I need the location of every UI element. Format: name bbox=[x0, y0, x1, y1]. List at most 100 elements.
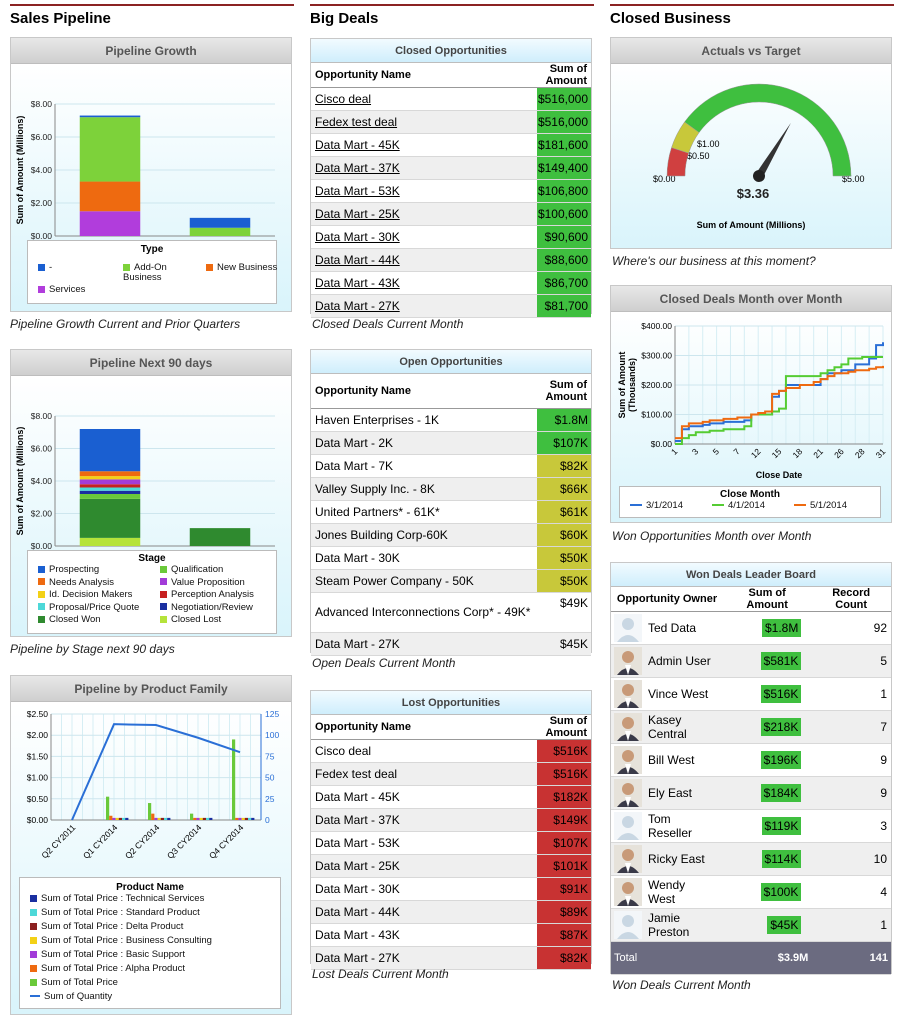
col-sum-amount[interactable]: Sum of Amount bbox=[537, 374, 591, 409]
table-row[interactable]: United Partners* - 61K* $61K bbox=[311, 500, 591, 524]
table-row[interactable]: Data Mart - 2K $107K bbox=[311, 431, 591, 455]
opportunity-name[interactable]: Cisco deal bbox=[311, 87, 537, 111]
pipeline-next90-chart[interactable]: $0.00 $2.00 $4.00 $6.00 $8.00 December 20.. Ma… bbox=[11, 378, 291, 550]
opportunity-name[interactable]: Data Mart - 27K bbox=[311, 632, 537, 656]
opportunity-name[interactable]: Valley Supply Inc. - 8K bbox=[311, 477, 537, 501]
opportunity-name[interactable]: Data Mart - 37K bbox=[311, 156, 537, 180]
owner-cell[interactable]: Ricky East bbox=[611, 842, 723, 876]
bar bbox=[248, 817, 252, 820]
actuals-gauge[interactable]: $0.00 $0.50 $1.00 $5.00 Sum of Amount (M… bbox=[611, 64, 891, 248]
leader-row[interactable]: Vince West $516K 1 bbox=[611, 677, 891, 711]
opportunity-name[interactable]: Fedex test deal bbox=[311, 762, 537, 786]
opportunity-name[interactable]: Data Mart - 27K bbox=[311, 946, 537, 970]
opportunity-name[interactable]: Data Mart - 43K bbox=[311, 923, 537, 947]
owner-cell[interactable]: Tom Reseller bbox=[611, 809, 723, 843]
opportunity-name[interactable]: Data Mart - 2K bbox=[311, 431, 537, 455]
col-sum-amount[interactable]: Sum of Amount bbox=[723, 587, 812, 612]
amount-value: $87K bbox=[537, 924, 591, 946]
table-row[interactable]: Data Mart - 45K $181,600 bbox=[311, 133, 591, 157]
table-row[interactable]: Advanced Interconnections Corp* - 49K* $4… bbox=[311, 592, 591, 633]
table-row[interactable]: Data Mart - 25K $100,600 bbox=[311, 202, 591, 226]
leader-row[interactable]: Ted Data $1.8M 92 bbox=[611, 611, 891, 645]
leader-row[interactable]: Jamie Preston $45K 1 bbox=[611, 908, 891, 942]
pipeline-product-chart[interactable]: $0.00 $0.50 $1.00 $1.50 $2.00 $2.50 0 25 50 75 100… bbox=[11, 706, 291, 874]
table-row[interactable]: Data Mart - 43K $86,700 bbox=[311, 271, 591, 295]
opportunity-amount: $149,400 bbox=[537, 156, 591, 180]
table-row[interactable]: Haven Enterprises - 1K $1.8M bbox=[311, 408, 591, 432]
table-row[interactable]: Data Mart - 44K $88,600 bbox=[311, 248, 591, 272]
bar bbox=[115, 817, 119, 820]
col-opportunity-name[interactable]: Opportunity Name bbox=[311, 374, 537, 409]
opportunity-name[interactable]: Haven Enterprises - 1K bbox=[311, 408, 537, 432]
table-row[interactable]: Cisco deal $516K bbox=[311, 739, 591, 763]
table-row[interactable]: Data Mart - 53K $107K bbox=[311, 831, 591, 855]
opportunity-name[interactable]: Data Mart - 43K bbox=[311, 271, 537, 295]
owner-cell[interactable]: Vince West bbox=[611, 677, 723, 711]
owner-cell[interactable]: Bill West bbox=[611, 743, 723, 777]
table-row[interactable]: Data Mart - 37K $149,400 bbox=[311, 156, 591, 180]
opportunity-name[interactable]: Data Mart - 30K bbox=[311, 546, 537, 570]
leader-row[interactable]: Ely East $184K 9 bbox=[611, 776, 891, 810]
owner-cell[interactable]: Admin User bbox=[611, 644, 723, 678]
table-row[interactable]: Cisco deal $516,000 bbox=[311, 87, 591, 111]
table-row[interactable]: Data Mart - 30K $90,600 bbox=[311, 225, 591, 249]
leader-row[interactable]: Admin User $581K 5 bbox=[611, 644, 891, 678]
col-opportunity-name[interactable]: Opportunity Name bbox=[311, 63, 537, 88]
table-row[interactable]: Data Mart - 53K $106,800 bbox=[311, 179, 591, 203]
gauge-axis-label: Sum of Amount (Millions) bbox=[697, 220, 806, 230]
opportunity-name[interactable]: Steam Power Company - 50K bbox=[311, 569, 537, 593]
leader-row[interactable]: Wendy West $100K 4 bbox=[611, 875, 891, 909]
opportunity-name[interactable]: Data Mart - 30K bbox=[311, 225, 537, 249]
owner-cell[interactable]: Kasey Central bbox=[611, 710, 723, 744]
leader-row[interactable]: Bill West $196K 9 bbox=[611, 743, 891, 777]
opportunity-name[interactable]: Data Mart - 53K bbox=[311, 179, 537, 203]
owner-cell[interactable]: Ely East bbox=[611, 776, 723, 810]
opportunity-name[interactable]: Data Mart - 27K bbox=[311, 294, 537, 318]
opportunity-name[interactable]: Fedex test deal bbox=[311, 110, 537, 134]
table-row[interactable]: Fedex test deal $516K bbox=[311, 762, 591, 786]
closed-mom-chart[interactable]: $0.00 $100.00 $200.00 $300.00 $400.00 1 3 5 7 12 1… bbox=[611, 316, 891, 486]
opportunity-name[interactable]: Data Mart - 44K bbox=[311, 248, 537, 272]
owner-cell[interactable]: Ted Data bbox=[611, 611, 723, 645]
table-row[interactable]: Data Mart - 44K $89K bbox=[311, 900, 591, 924]
leader-row[interactable]: Ricky East $114K 10 bbox=[611, 842, 891, 876]
opportunity-name[interactable]: Data Mart - 45K bbox=[311, 133, 537, 157]
table-row[interactable]: Data Mart - 45K $182K bbox=[311, 785, 591, 809]
table-row[interactable]: Steam Power Company - 50K $50K bbox=[311, 569, 591, 593]
table-row[interactable]: Data Mart - 43K $87K bbox=[311, 923, 591, 947]
opportunity-name[interactable]: Jones Building Corp-60K bbox=[311, 523, 537, 547]
opportunity-name[interactable]: Advanced Interconnections Corp* - 49K* bbox=[311, 592, 537, 633]
table-row[interactable]: Data Mart - 7K $82K bbox=[311, 454, 591, 478]
opportunity-name[interactable]: Data Mart - 44K bbox=[311, 900, 537, 924]
opportunity-name[interactable]: Data Mart - 45K bbox=[311, 785, 537, 809]
table-row[interactable]: Data Mart - 30K $50K bbox=[311, 546, 591, 570]
bar-segment bbox=[79, 490, 141, 494]
opportunity-name[interactable]: Data Mart - 53K bbox=[311, 831, 537, 855]
leader-row[interactable]: Tom Reseller $119K 3 bbox=[611, 809, 891, 843]
table-row[interactable]: Jones Building Corp-60K $60K bbox=[311, 523, 591, 547]
col-opportunity-name[interactable]: Opportunity Name bbox=[311, 715, 537, 740]
opportunity-name[interactable]: United Partners* - 61K* bbox=[311, 500, 537, 524]
table-row[interactable]: Fedex test deal $516,000 bbox=[311, 110, 591, 134]
table-row[interactable]: Data Mart - 27K $45K bbox=[311, 632, 591, 656]
table-row[interactable]: Valley Supply Inc. - 8K $66K bbox=[311, 477, 591, 501]
opportunity-name[interactable]: Data Mart - 25K bbox=[311, 854, 537, 878]
table-row[interactable]: Data Mart - 30K $91K bbox=[311, 877, 591, 901]
col-sum-amount[interactable]: Sum of Amount bbox=[537, 63, 591, 88]
owner-cell[interactable]: Jamie Preston bbox=[611, 908, 723, 942]
table-row[interactable]: Data Mart - 37K $149K bbox=[311, 808, 591, 832]
leader-row[interactable]: Kasey Central $218K 7 bbox=[611, 710, 891, 744]
table-row[interactable]: Data Mart - 27K $82K bbox=[311, 946, 591, 970]
col-opportunity-owner[interactable]: Opportunity Owner bbox=[611, 587, 723, 612]
owner-cell[interactable]: Wendy West bbox=[611, 875, 723, 909]
opportunity-name[interactable]: Cisco deal bbox=[311, 739, 537, 763]
col-record-count[interactable]: Record Count bbox=[811, 587, 891, 612]
opportunity-name[interactable]: Data Mart - 30K bbox=[311, 877, 537, 901]
opportunity-name[interactable]: Data Mart - 37K bbox=[311, 808, 537, 832]
table-row[interactable]: Data Mart - 25K $101K bbox=[311, 854, 591, 878]
col-sum-amount[interactable]: Sum of Amount bbox=[537, 715, 591, 740]
pipeline-growth-chart[interactable]: $0.00$2.00$4.00$6.00$8.00December 20..Ma… bbox=[11, 66, 291, 241]
table-row[interactable]: Data Mart - 27K $81,700 bbox=[311, 294, 591, 318]
opportunity-name[interactable]: Data Mart - 25K bbox=[311, 202, 537, 226]
opportunity-name[interactable]: Data Mart - 7K bbox=[311, 454, 537, 478]
